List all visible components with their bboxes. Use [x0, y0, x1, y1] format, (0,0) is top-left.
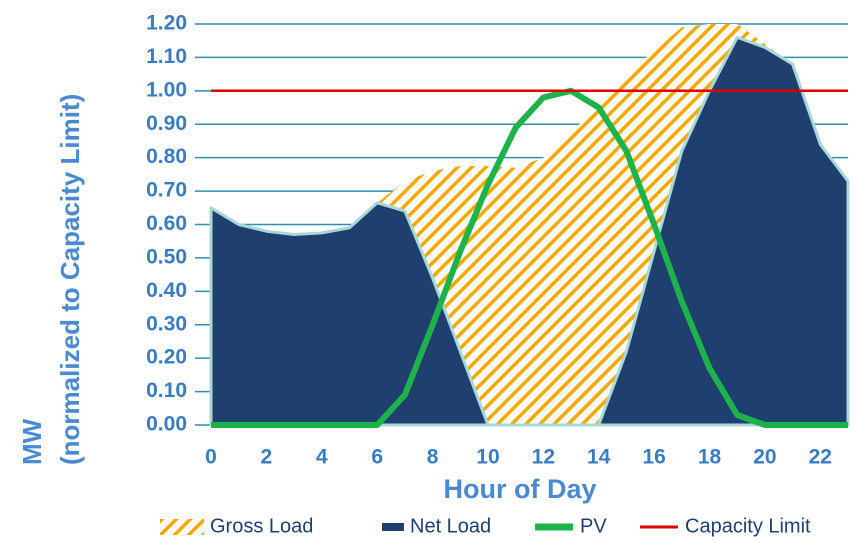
legend-swatch	[382, 523, 404, 531]
x-tick-label: 0	[205, 446, 217, 469]
y-tick-label: 0.60	[146, 212, 187, 235]
x-axis-label: Hour of Day	[443, 474, 596, 504]
line-2	[211, 87, 848, 428]
x-tick-label: 6	[371, 446, 383, 469]
legend-swatch	[160, 519, 204, 535]
y-tick-label: 0.70	[146, 179, 187, 202]
y-tick-label: 0.50	[146, 245, 187, 268]
y-tick-label: 1.00	[146, 78, 187, 101]
y-axis-label: (normalized to Capacity Limit)	[55, 94, 85, 465]
x-tick-label: 12	[532, 446, 555, 469]
legend-label: Net Load	[410, 515, 491, 537]
y-tick-label: 0.20	[146, 346, 187, 369]
y-tick-label: 0.40	[146, 279, 187, 302]
legend-label: Gross Load	[210, 515, 313, 537]
legend-label: Capacity Limit	[685, 515, 811, 537]
x-tick-label: 16	[642, 446, 665, 469]
x-tick-label: 10	[476, 446, 499, 469]
y-tick-label: 0.90	[146, 112, 187, 135]
legend-label: PV	[580, 515, 607, 537]
x-tick-label: 2	[261, 446, 273, 469]
y-tick-label: 0.00	[146, 413, 187, 436]
x-tick-label: 18	[698, 446, 722, 469]
x-tick-label: 8	[427, 446, 439, 469]
y-tick-label: 1.20	[146, 12, 187, 35]
x-tick-label: 14	[587, 446, 611, 469]
y-axis-label: MW	[17, 418, 47, 465]
x-tick-label: 4	[316, 446, 328, 469]
area-1	[209, 35, 850, 427]
y-tick-label: 0.80	[146, 145, 187, 168]
x-tick-label: 20	[753, 446, 776, 469]
y-tick-label: 1.10	[146, 45, 187, 68]
y-tick-label: 0.30	[146, 312, 187, 335]
y-tick-label: 0.10	[146, 379, 187, 402]
x-tick-label: 22	[809, 446, 832, 469]
